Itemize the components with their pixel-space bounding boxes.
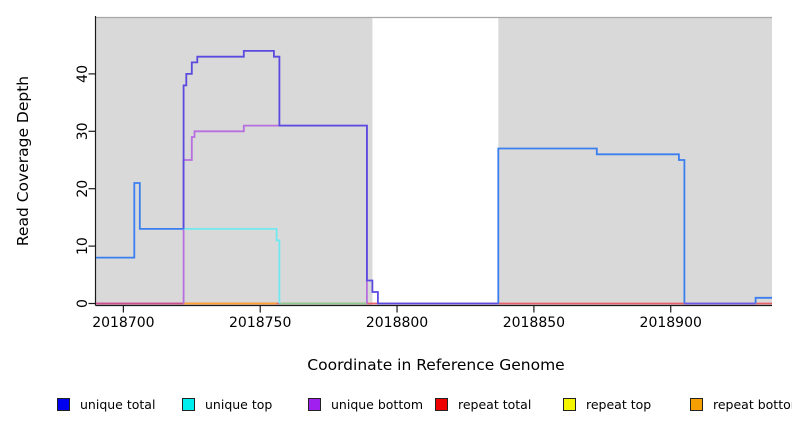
unique-top-visible-line: [183, 227, 281, 304]
x-axis-label: Coordinate in Reference Genome: [307, 356, 564, 374]
y-tick-label: 0: [75, 299, 91, 308]
legend-swatch-icon: [690, 397, 703, 411]
legend-item-repeat-bottom: repeat bottom: [690, 396, 792, 412]
x-tick-label: 2018700: [92, 315, 154, 331]
legend-item-unique-bottom: unique bottom: [308, 396, 423, 412]
legend-item-repeat-total: repeat total: [435, 396, 531, 412]
legend-label: unique bottom: [331, 396, 424, 412]
plot-area: 2018700 2018750 2018800 2018850 2018900 0 10 20…: [75, 16, 772, 331]
legend-swatch-icon: [435, 397, 448, 411]
coverage-step-chart: 2018700 2018750 2018800 2018850 2018900 0 10 20…: [14, 16, 772, 374]
legend-item-repeat-top: repeat top: [563, 396, 651, 412]
x-tick-label: 2018750: [229, 315, 291, 331]
unique-total-hump-line: [182, 50, 499, 305]
y-tick-label: 40: [75, 65, 91, 83]
y-tick-label: 10: [75, 237, 91, 255]
shaded-band: [96, 18, 373, 306]
shaded-band: [498, 18, 772, 306]
x-tick-label: 2018850: [503, 315, 565, 331]
legend-label: repeat bottom: [713, 396, 792, 412]
legend-label: unique total: [80, 396, 156, 412]
x-tick-label: 2018900: [640, 315, 702, 331]
legend-swatch-icon: [57, 397, 70, 411]
legend-item-unique-total: unique total: [57, 396, 155, 412]
legend-label: repeat total: [458, 396, 532, 412]
unique-total-left-line: [96, 182, 184, 259]
legend: unique total unique top unique bottom repea…: [0, 396, 792, 416]
legend-swatch-icon: [182, 397, 195, 411]
legend-label: unique top: [205, 396, 273, 412]
legend-item-unique-top: unique top: [182, 396, 272, 412]
unique-total-right-line: [497, 147, 686, 304]
y-tick-label: 30: [75, 122, 91, 140]
unique-total-end-line: [754, 296, 772, 304]
legend-swatch-icon: [308, 397, 321, 411]
legend-swatch-icon: [563, 397, 576, 411]
legend-label: repeat top: [586, 396, 652, 412]
x-tick-label: 2018800: [366, 315, 428, 331]
y-tick-label: 20: [75, 180, 91, 198]
y-axis-label: Read Coverage Depth: [14, 76, 32, 246]
